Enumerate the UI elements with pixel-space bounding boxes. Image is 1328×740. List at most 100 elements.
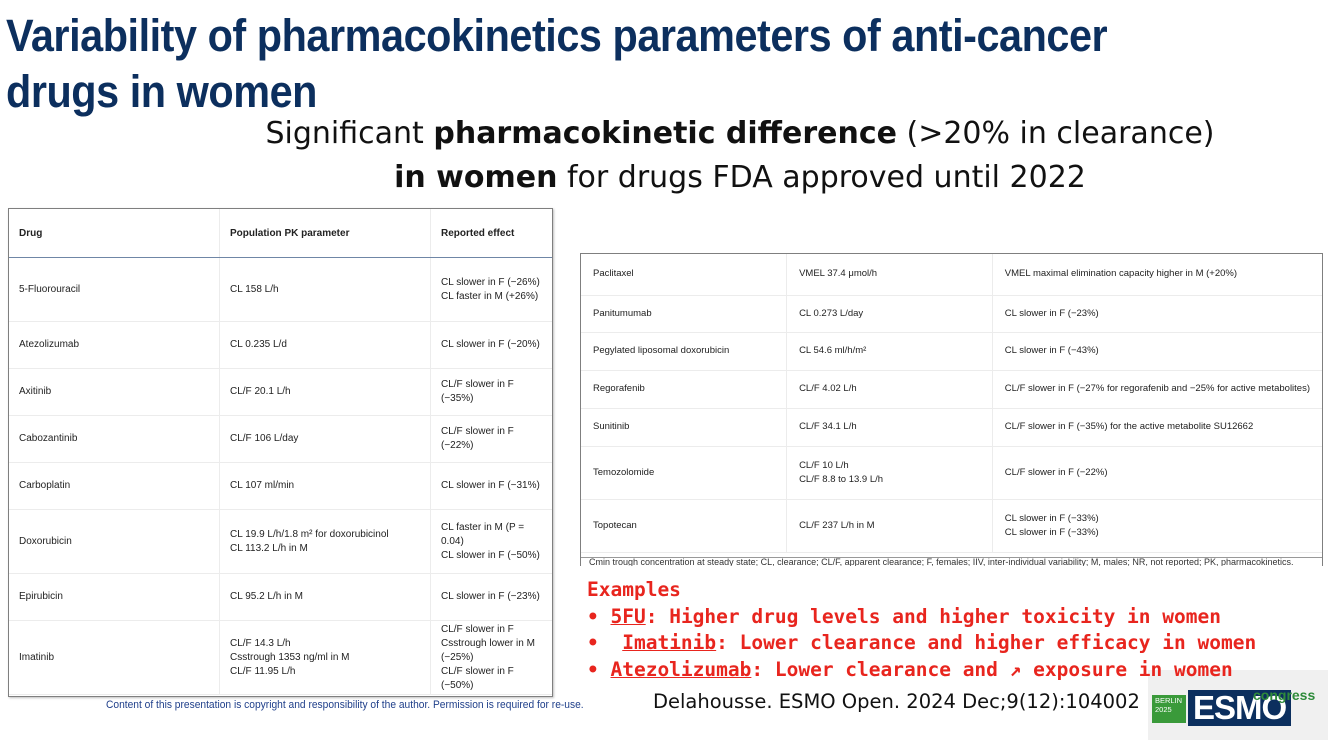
drug-cell: Pegylated liposomal doxorubicin bbox=[581, 332, 787, 371]
cell-line: CL 19.9 L/h/1.8 m² for doxorubicinol bbox=[230, 528, 389, 540]
cell-line: CL/F 14.3 L/h bbox=[230, 637, 291, 649]
cell-line: CL 95.2 L/h in M bbox=[230, 591, 304, 602]
pk-parameter-cell: CL 0.235 L/d bbox=[219, 321, 431, 369]
cell-line: CL/F 8.8 to 13.9 L/h bbox=[799, 473, 884, 485]
pk-table-right: Paclitaxel VMEL 37.4 μmol/h VMEL maximal e… bbox=[580, 253, 1323, 566]
pk-parameter-cell: CL 0.273 L/day bbox=[786, 295, 993, 333]
example-drug-name: 5FU bbox=[610, 604, 646, 628]
drug-cell: Regorafenib bbox=[581, 370, 787, 409]
column-header-pk-parameter: Population PK parameter bbox=[219, 209, 431, 258]
table-row: Temozolomide CL/F 10 L/h CL/F 8.8 to 13.9 … bbox=[581, 446, 1322, 500]
cell-line: CL/F slower in F (−50%) bbox=[441, 665, 514, 691]
reported-effect-cell: VMEL maximal elimination capacity higher… bbox=[991, 254, 1322, 296]
example-drug-name: Atezolizumab bbox=[610, 657, 752, 681]
cell-line: CL slower in F (−23%) bbox=[441, 591, 540, 602]
drug-cell: Sunitinib bbox=[581, 408, 787, 447]
cell-line: CL/F slower in F (−22%) bbox=[1004, 466, 1108, 478]
pk-parameter-cell: CL/F 20.1 L/h bbox=[219, 368, 431, 416]
reported-effect-cell: CL slower in F (−33%) CL slower in F (−33… bbox=[991, 499, 1322, 553]
reported-effect-cell: CL/F slower in F (−35%) for the active m… bbox=[991, 408, 1322, 447]
drug-cell: Cabozantinib bbox=[9, 415, 220, 463]
drug-cell: 5-Fluorouracil bbox=[9, 257, 220, 322]
subtitle-line-2: in women for drugs FDA approved until 20… bbox=[394, 160, 1086, 195]
example-drug-name: Imatinib bbox=[622, 631, 717, 654]
example-text: : Lower clearance and higher efficacy in… bbox=[716, 631, 1257, 654]
table-row: Carboplatin CL 107 ml/min CL slower in F (… bbox=[9, 462, 552, 510]
example-text: : Lower clearance and ↗ exposure in wome… bbox=[751, 657, 1233, 681]
congress-label: congress bbox=[1253, 687, 1316, 703]
drug-cell: Panitumumab bbox=[581, 295, 787, 333]
reported-effect-cell: CL slower in F (−23%) bbox=[991, 295, 1322, 333]
cell-line: CL slower in F (−43%) bbox=[1004, 345, 1099, 356]
pk-parameter-cell: CL 19.9 L/h/1.8 m² for doxorubicinol CL 1… bbox=[219, 509, 431, 574]
table-row: Panitumumab CL 0.273 L/day CL slower in F … bbox=[581, 295, 1322, 333]
esmo-logo: ESMO bbox=[1188, 690, 1292, 726]
reported-effect-cell: CL/F slower in F (−22%) bbox=[430, 415, 552, 463]
cell-line: CL slower in F (−33%) bbox=[1004, 526, 1099, 538]
cell-line: CL/F 237 L/h in M bbox=[799, 519, 875, 531]
cell-line: CL slower in F (−50%) bbox=[441, 549, 540, 561]
table-row: Regorafenib CL/F 4.02 L/h CL/F slower in F… bbox=[581, 370, 1322, 409]
cell-line: Csstrough lower in M (−25%) bbox=[441, 637, 535, 663]
cell-line: VMEL 37.4 μmol/h bbox=[799, 268, 878, 280]
table-row: Doxorubicin CL 19.9 L/h/1.8 m² for doxoru… bbox=[9, 509, 552, 574]
drug-cell: Doxorubicin bbox=[9, 509, 220, 574]
table-row: Paclitaxel VMEL 37.4 μmol/h VMEL maximal e… bbox=[581, 254, 1322, 296]
table-row: Pegylated liposomal doxorubicin CL 54.6 m… bbox=[581, 332, 1322, 371]
cell-line: CL faster in M (+26%) bbox=[441, 290, 539, 302]
citation: Delahousse. ESMO Open. 2024 Dec;9(12):10… bbox=[653, 690, 1140, 713]
subtitle-line-1: Significant pharmacokinetic difference (… bbox=[265, 116, 1215, 151]
cell-line: CL slower in F (−33%) bbox=[1004, 512, 1099, 524]
bullet: • bbox=[587, 657, 611, 681]
cell-line: CL/F 10 L/h bbox=[799, 459, 849, 471]
cell-line: CL faster in M (P = 0.04) bbox=[441, 521, 525, 547]
example-item: • Atezolizumab: Lower clearance and ↗ ex… bbox=[587, 657, 1247, 684]
column-header-drug: Drug bbox=[9, 209, 220, 258]
pk-parameter-cell: CL 54.6 ml/h/m² bbox=[786, 332, 993, 371]
pk-parameter-cell: CL/F 237 L/h in M bbox=[786, 499, 993, 553]
drug-cell: Imatinib bbox=[9, 620, 220, 695]
copyright-note: Content of this presentation is copyrigh… bbox=[106, 699, 584, 711]
table-row: Axitinib CL/F 20.1 L/h CL/F slower in F (−… bbox=[9, 368, 552, 416]
cell-line: CL/F 106 L/day bbox=[230, 433, 299, 444]
reported-effect-cell: CL/F slower in F (−27% for regorafenib a… bbox=[991, 370, 1322, 409]
reported-effect-cell: CL slower in F (−31%) bbox=[430, 462, 552, 510]
example-text: : Higher drug levels and higher toxicity… bbox=[645, 604, 1221, 628]
pk-parameter-cell: CL/F 14.3 L/h Csstrough 1353 ng/ml in M CL… bbox=[219, 620, 431, 695]
drug-cell: Paclitaxel bbox=[581, 254, 787, 296]
pk-parameter-cell: VMEL 37.4 μmol/h bbox=[786, 254, 993, 296]
cell-line: CL slower in F (−20%) bbox=[441, 339, 540, 350]
bullet: • bbox=[587, 631, 623, 654]
drug-cell: Topotecan bbox=[581, 499, 787, 553]
pk-parameter-cell: CL 95.2 L/h in M bbox=[219, 573, 431, 621]
cell-line: CL/F slower in F (−35%) bbox=[441, 379, 514, 404]
cell-line: CL 158 L/h bbox=[230, 283, 279, 295]
table-header-row: Drug Population PK parameter Reported ef… bbox=[9, 209, 552, 258]
pk-table-left: Drug Population PK parameter Reported ef… bbox=[8, 208, 553, 697]
table-row: Cabozantinib CL/F 106 L/day CL/F slower in… bbox=[9, 415, 552, 463]
slide-title: Variability of pharmacokinetics paramete… bbox=[6, 10, 1108, 117]
drug-cell: Carboplatin bbox=[9, 462, 220, 510]
examples-heading: Examples bbox=[587, 578, 681, 601]
reported-effect-cell: CL slower in F (−26%) CL faster in M (+26… bbox=[430, 257, 552, 322]
cell-line: CL 54.6 ml/h/m² bbox=[799, 345, 867, 356]
reported-effect-cell: CL slower in F (−43%) bbox=[991, 332, 1322, 371]
table-row: Sunitinib CL/F 34.1 L/h CL/F slower in F (… bbox=[581, 408, 1322, 447]
pk-parameter-cell: CL 158 L/h bbox=[219, 257, 431, 322]
cell-line: CL/F 11.95 L/h bbox=[230, 665, 296, 677]
cell-line: CL 107 ml/min bbox=[230, 480, 295, 491]
cell-line: CL/F 20.1 L/h bbox=[230, 386, 291, 397]
cell-line: CL slower in F (−26%) bbox=[441, 276, 540, 288]
cell-line: CL 0.235 L/d bbox=[230, 339, 287, 350]
reported-effect-cell: CL/F slower in F (−22%) bbox=[991, 446, 1322, 500]
reported-effect-cell: CL/F slower in F Csstrough lower in M (−2… bbox=[430, 620, 552, 695]
table-row: 5-Fluorouracil CL 158 L/h CL slower in F (… bbox=[9, 257, 552, 322]
table-row: Topotecan CL/F 237 L/h in M CL slower in F… bbox=[581, 499, 1322, 553]
bullet: • bbox=[587, 604, 611, 628]
table-row: Atezolizumab CL 0.235 L/d CL slower in F (… bbox=[9, 321, 552, 369]
drug-cell: Epirubicin bbox=[9, 573, 220, 621]
cell-line: CL/F slower in F (−22%) bbox=[441, 426, 514, 451]
pk-parameter-cell: CL 107 ml/min bbox=[219, 462, 431, 510]
reported-effect-cell: CL/F slower in F (−35%) bbox=[430, 368, 552, 416]
berlin-2025-badge: BERLIN 2025 bbox=[1152, 695, 1186, 723]
